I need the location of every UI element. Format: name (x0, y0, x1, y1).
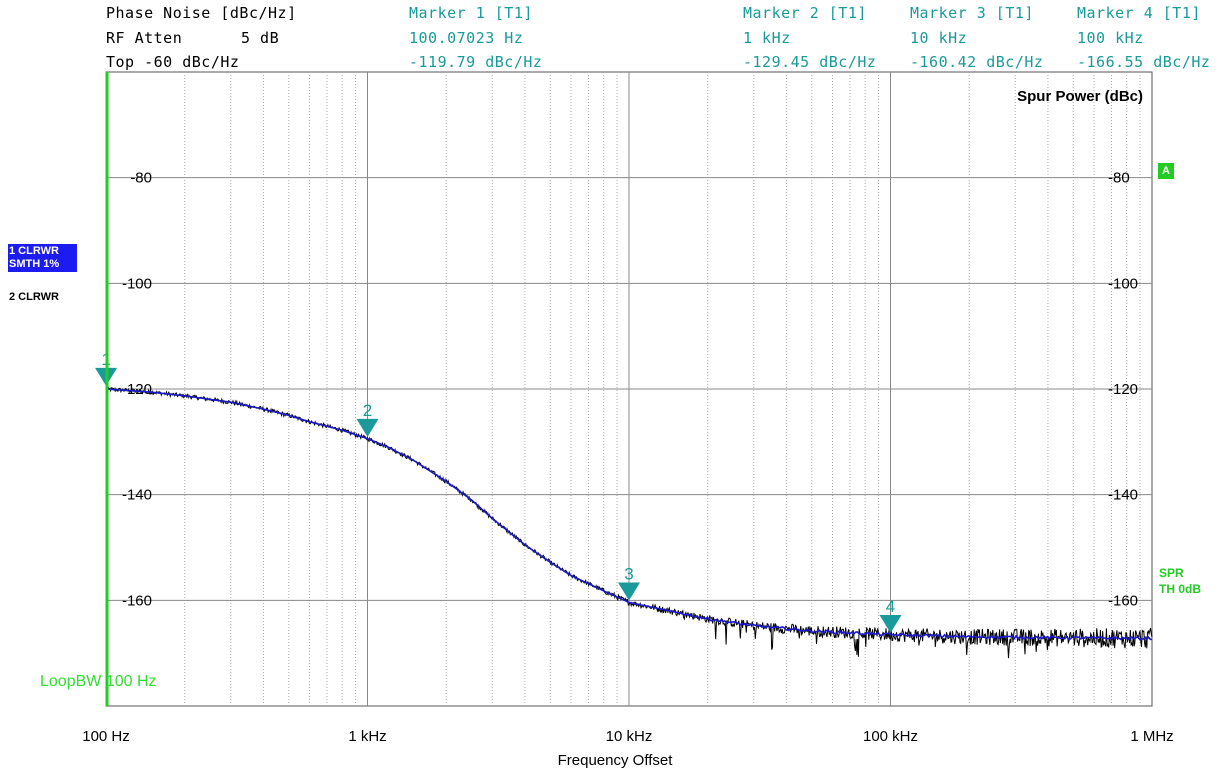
y-tick-label-right: -160 (1108, 592, 1138, 609)
y-tick-label-right: -100 (1108, 275, 1138, 292)
axis-ticks: 100 Hz 1 kHz 10 kHz 100 kHz 1 MHz -80 -80 -100 -… (82, 170, 1173, 745)
x-tick-label: 1 kHz (348, 728, 386, 745)
marker1-frequency: 100.07023 Hz (409, 29, 524, 47)
marker2-title: Marker 2 [T1] (743, 4, 867, 22)
trace2-indicator[interactable]: 2 CLRWR (9, 291, 59, 303)
smoothed-trace (105, 388, 1153, 641)
trace1-indicator[interactable]: 1 CLRWR SMTH 1% (8, 244, 77, 272)
smoothed-trace-group (105, 388, 1153, 641)
loop-bandwidth-label: LoopBW 100 Hz (40, 673, 157, 690)
marker1-level: -119.79 dBc/Hz (409, 53, 543, 71)
x-tick-label: 1 MHz (1130, 728, 1173, 745)
marker4-title: Marker 4 [T1] (1077, 4, 1201, 22)
y-tick-label-left: -80 (130, 170, 152, 187)
grid (106, 72, 1152, 706)
y-axis-label: Spur Power (dBc) (1017, 88, 1143, 105)
marker-4-label: 4 (886, 597, 895, 616)
screen-a-badge[interactable]: A (1158, 163, 1174, 179)
marker1-title: Marker 1 [T1] (409, 4, 533, 22)
marker4-frequency: 100 kHz (1077, 29, 1144, 47)
marker-3-label: 3 (624, 565, 633, 584)
spr-threshold: TH 0dB (1159, 582, 1201, 596)
x-axis-label: Frequency Offset (558, 752, 674, 769)
y-tick-label-right: -120 (1108, 381, 1138, 398)
y-tick-label-left: -100 (122, 275, 152, 292)
spr-label: SPR (1159, 566, 1184, 580)
rf-atten-label: RF Atten (106, 29, 183, 47)
marker2-frequency: 1 kHz (743, 29, 791, 47)
marker-3-triangle (618, 582, 640, 601)
reference-level: Top -60 dBc/Hz (106, 53, 240, 71)
marker2-level: -129.45 dBc/Hz (743, 53, 877, 71)
trace1-mode: 1 CLRWR (9, 245, 59, 257)
marker-4-triangle (879, 614, 902, 633)
x-tick-label: 10 kHz (606, 728, 653, 745)
y-tick-label-left: -160 (122, 592, 152, 609)
marker3-frequency: 10 kHz (910, 29, 968, 47)
y-tick-label-left: -140 (122, 487, 152, 504)
marker3-level: -160.42 dBc/Hz (910, 53, 1044, 71)
header-measurement-label: Phase Noise [dBc/Hz] (106, 4, 297, 22)
marker4-level: -166.55 dBc/Hz (1077, 53, 1211, 71)
rf-atten-value: 5 dB (241, 29, 280, 47)
y-tick-label-right: -140 (1108, 487, 1138, 504)
marker3-title: Marker 3 [T1] (910, 4, 1034, 22)
marker-2-label: 2 (363, 401, 372, 420)
spur-threshold-indicator: SPR TH 0dB (1159, 565, 1201, 597)
marker-2-triangle (356, 418, 379, 437)
y-tick-label-right: -80 (1108, 170, 1130, 187)
trace1-smoothing: SMTH 1% (9, 258, 60, 270)
markers-group: 1234 (95, 350, 902, 633)
x-tick-label: 100 kHz (863, 728, 918, 745)
x-tick-label: 100 Hz (82, 728, 130, 745)
